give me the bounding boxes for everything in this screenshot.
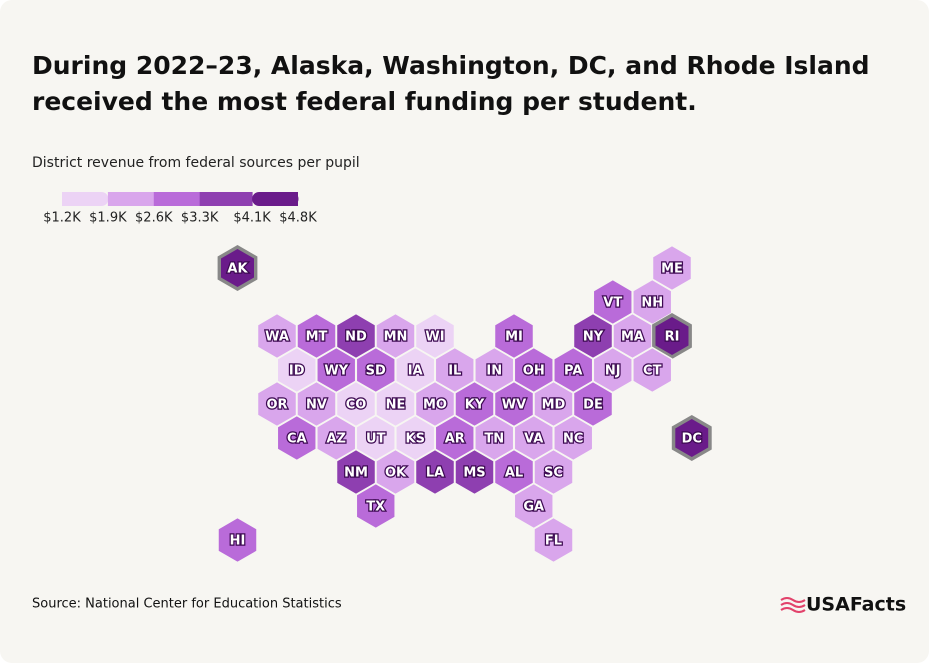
legend-swatch xyxy=(62,192,109,206)
state-label: MT xyxy=(306,330,328,345)
state-label: KY xyxy=(465,398,485,413)
state-hex xyxy=(221,249,254,287)
state-label: ND xyxy=(345,330,367,345)
state-label: KS xyxy=(406,432,425,447)
state-label: GA xyxy=(523,500,544,515)
state-label: DE xyxy=(583,398,603,413)
legend-cap xyxy=(288,192,298,206)
legend-tick-label: $2.6K xyxy=(135,211,173,226)
title-line: During 2022–23, Alaska, Washington, DC, … xyxy=(32,51,870,80)
title: During 2022–23, Alaska, Washington, DC, … xyxy=(32,51,870,116)
state-label: TX xyxy=(366,500,385,515)
state-label: CA xyxy=(287,432,307,447)
state-label: ID xyxy=(289,364,305,379)
legend-swatch xyxy=(153,192,201,206)
state-label: WA xyxy=(265,330,289,345)
state-label: VT xyxy=(603,296,622,311)
state-label: MA xyxy=(621,330,644,345)
state-label: OH xyxy=(523,364,545,379)
state-label: MO xyxy=(423,398,447,413)
state-label: IL xyxy=(448,364,461,379)
state-label: FL xyxy=(545,534,562,549)
state-hex xyxy=(675,419,709,457)
state-label: VA xyxy=(524,432,543,447)
logo-icon xyxy=(780,597,806,613)
state-label: UT xyxy=(366,432,386,447)
state-hex xyxy=(632,346,673,394)
state-label: OK xyxy=(385,466,407,481)
state-label: AZ xyxy=(327,432,347,447)
state-hex xyxy=(655,317,689,355)
state-label: NH xyxy=(641,296,663,311)
state-label: OR xyxy=(266,398,287,413)
state-label: WI xyxy=(425,330,444,345)
state-hex xyxy=(217,516,258,564)
state-label: NM xyxy=(344,466,368,481)
state-hex xyxy=(533,516,574,564)
state-label: SD xyxy=(366,364,386,379)
brand: USAFacts xyxy=(806,594,906,616)
state-label: MI xyxy=(505,330,523,345)
legend-swatch xyxy=(252,192,299,206)
state-label: ME xyxy=(661,262,683,277)
legend-title: District revenue from federal sources pe… xyxy=(32,155,360,171)
logo: USAFacts xyxy=(780,594,906,616)
state-label: LA xyxy=(426,466,444,481)
state-label: AR xyxy=(445,432,465,447)
state-label: TN xyxy=(484,432,504,447)
legend-tick-label: $1.2K xyxy=(43,211,81,226)
state-label: WV xyxy=(502,398,526,413)
state-label: DC xyxy=(682,432,702,447)
state-label: WY xyxy=(324,364,348,379)
state-label: NV xyxy=(306,398,327,413)
state-label: AL xyxy=(505,466,523,481)
state-label: SC xyxy=(544,466,563,481)
state-label: MD xyxy=(542,398,566,413)
title-line: received the most federal funding per st… xyxy=(32,87,697,116)
state-label: IA xyxy=(408,364,423,379)
legend-swatch xyxy=(199,192,253,206)
state-label: HI xyxy=(230,534,246,549)
state-label: CT xyxy=(643,364,662,379)
state-label: RI xyxy=(665,330,680,345)
state-label: MS xyxy=(463,466,485,481)
legend-tick-label: $1.9K xyxy=(89,211,127,226)
state-label: NE xyxy=(386,398,406,413)
legend: $1.2K $1.9K $2.6K $3.3K $4.1K $4.8K xyxy=(43,192,317,226)
state-label: AK xyxy=(227,262,248,277)
legend-swatch xyxy=(107,192,155,206)
source: Source: National Center for Education St… xyxy=(32,597,342,612)
state-label: NY xyxy=(583,330,604,345)
state-label: MN xyxy=(384,330,408,345)
state-label: CO xyxy=(346,398,367,413)
state-label: PA xyxy=(564,364,582,379)
legend-cap xyxy=(62,192,72,206)
state-label: NC xyxy=(563,432,583,447)
state-label: IN xyxy=(486,364,502,379)
legend-tick-label: $3.3K xyxy=(181,211,219,226)
legend-tick-label: $4.8K xyxy=(279,211,317,226)
hex-map: AK ME VT NH WA MT ND MN WI MI NY MA RI ID WY SD IA IL IN OH… xyxy=(217,244,712,564)
legend-tick-label: $4.1K xyxy=(233,211,271,226)
state-label: NJ xyxy=(605,364,621,379)
state-hex xyxy=(355,482,396,530)
